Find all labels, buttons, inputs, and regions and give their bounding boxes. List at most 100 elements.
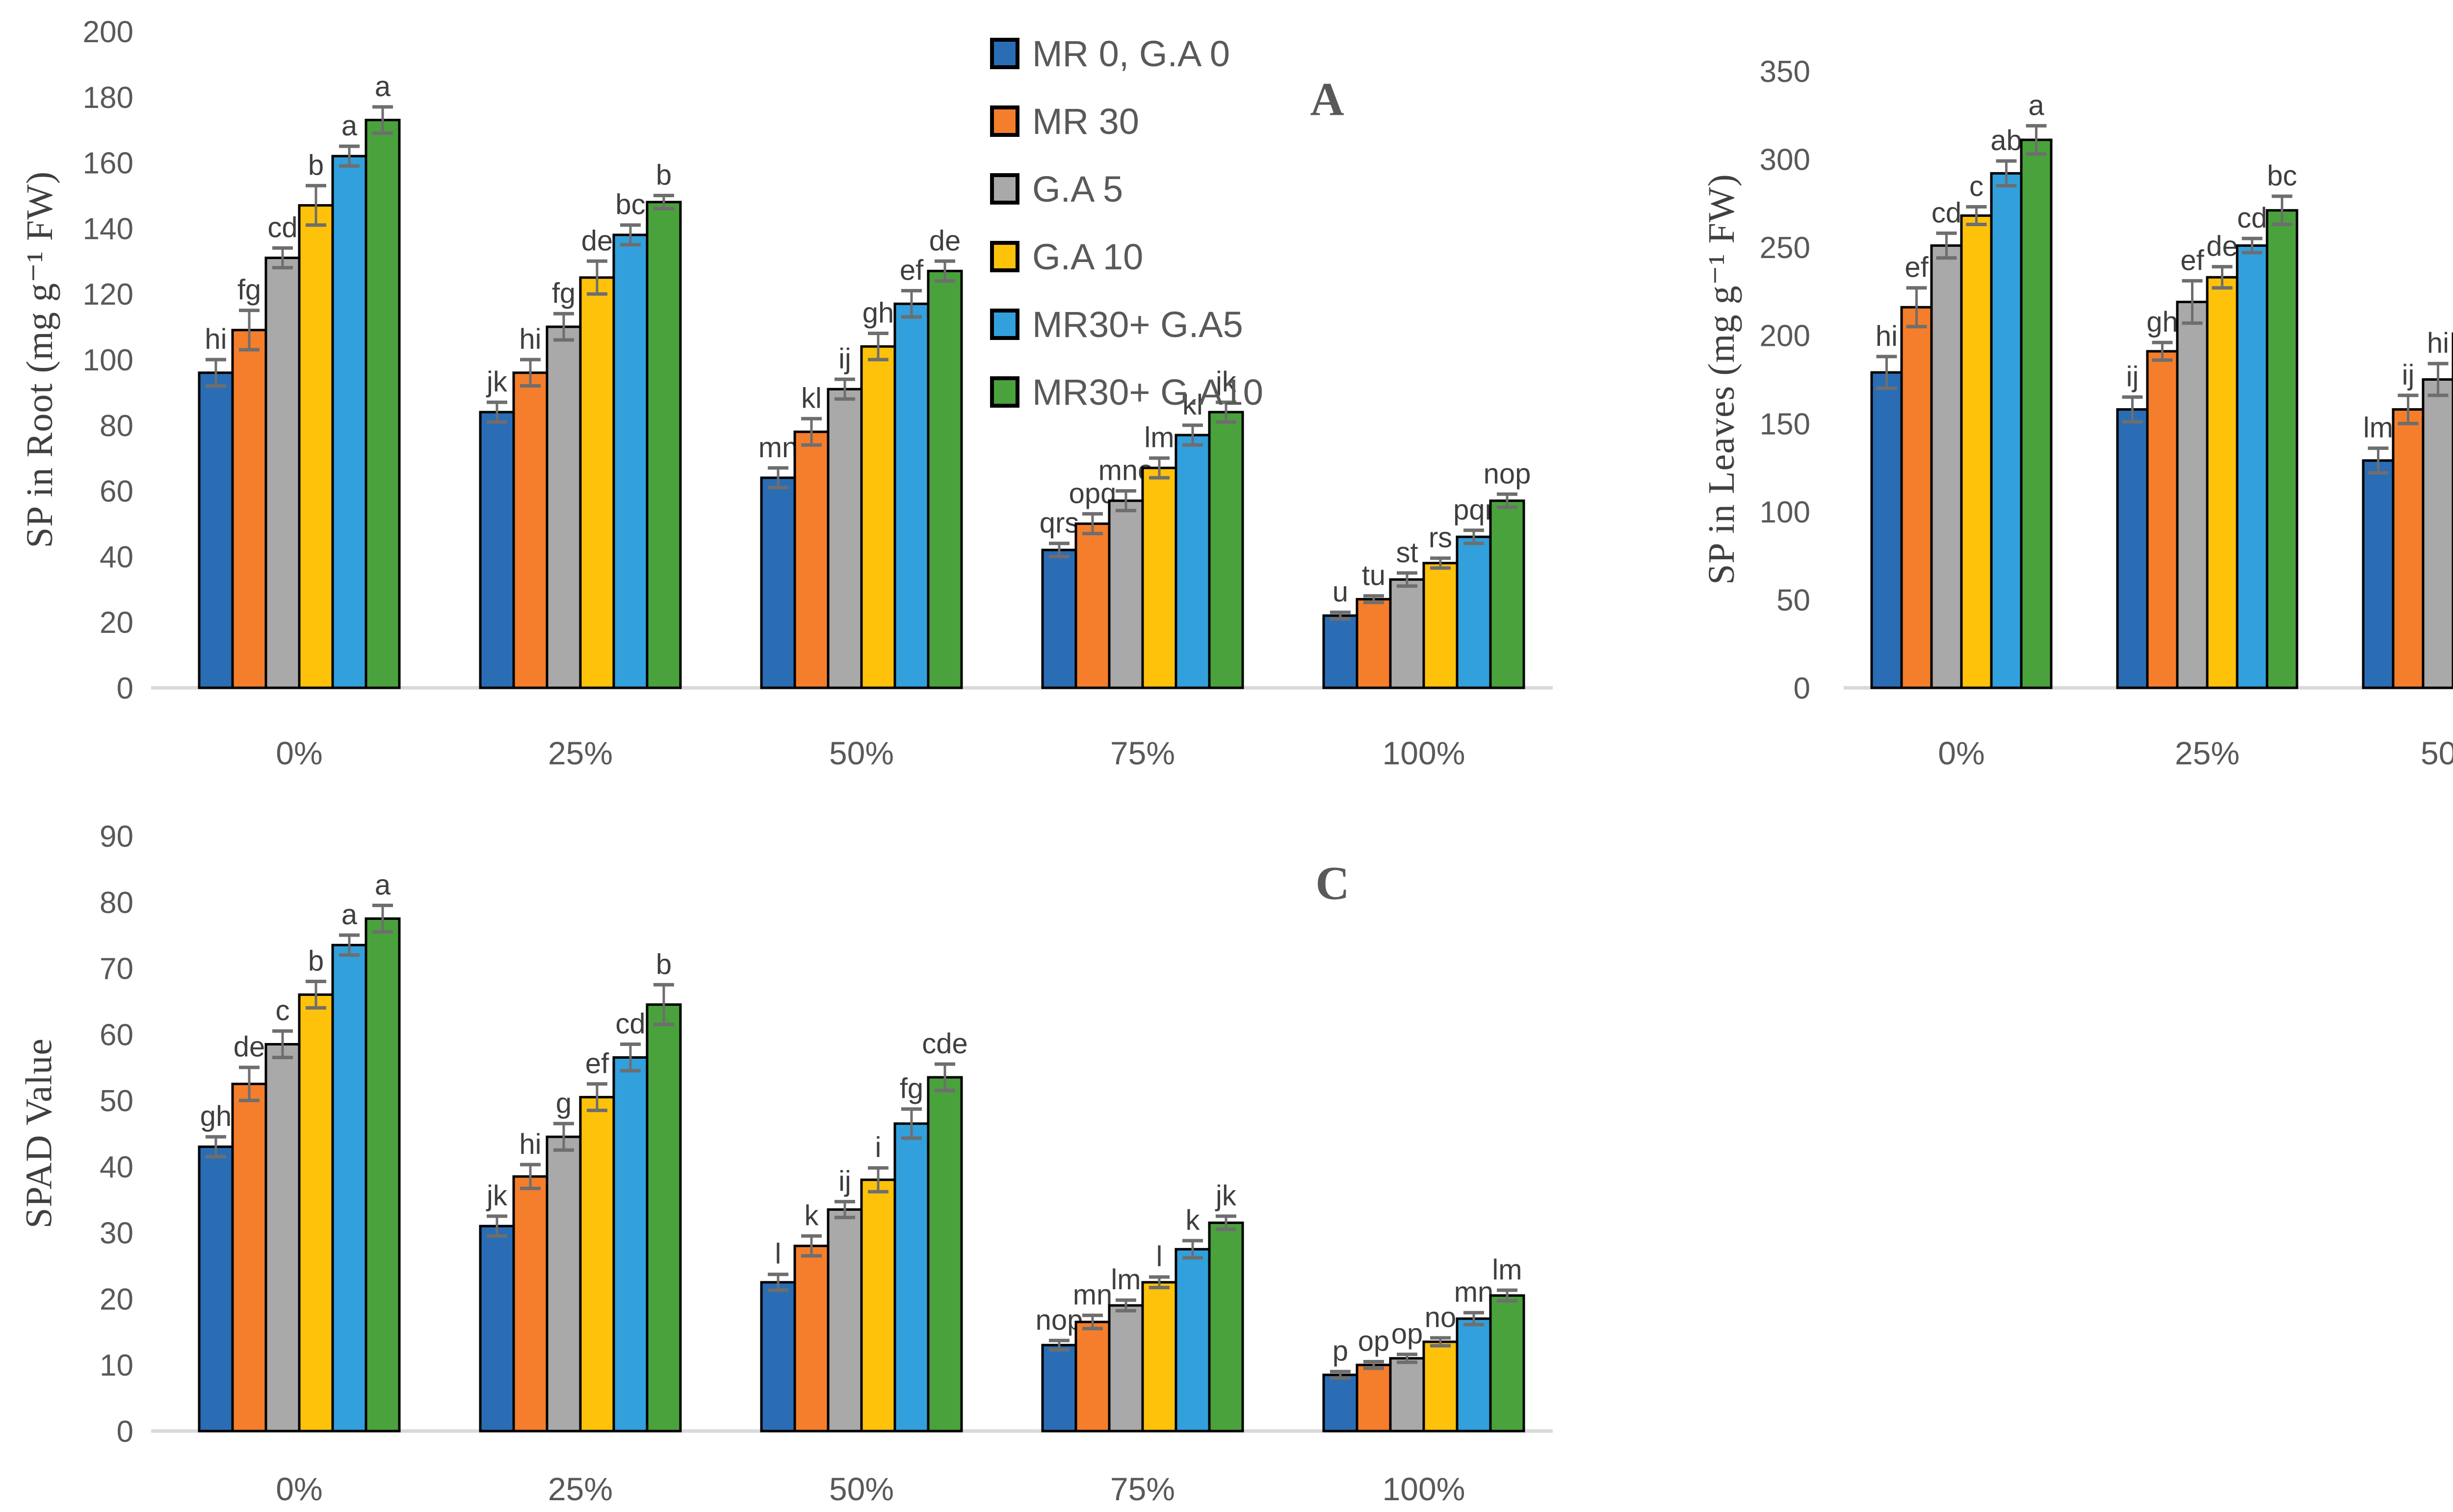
bar <box>2392 408 2425 689</box>
legend-item-4: G.A 10 <box>990 223 1263 290</box>
y-tick-label: 80 <box>100 886 133 920</box>
bar <box>760 1281 796 1433</box>
bar <box>331 155 367 689</box>
bar <box>2116 408 2149 689</box>
panel-a-y-axis-title: SP in Root (mg g⁻¹ FW) <box>19 171 60 548</box>
bar <box>1108 1304 1144 1433</box>
significance-letter: lm <box>1144 422 1174 454</box>
significance-letter: jk <box>1215 1180 1237 1212</box>
y-tick-label: 140 <box>83 212 133 246</box>
y-tick-label: 20 <box>100 1282 133 1316</box>
legend-item-label: G.A 10 <box>1032 236 1144 277</box>
y-tick-label: 10 <box>100 1349 133 1382</box>
bar <box>927 269 963 689</box>
bar <box>1041 1344 1077 1433</box>
y-tick-label: 60 <box>100 475 133 509</box>
bar <box>512 1175 548 1433</box>
bar <box>793 1245 830 1433</box>
significance-letter: op <box>1358 1325 1390 1357</box>
significance-letter: hi <box>1876 320 1898 352</box>
legend: MR 0, G.A 0 MR 30 G.A 5 G.A 10 MR30+ G.A5 MR3… <box>990 20 1263 426</box>
significance-letter: ij <box>838 1165 851 1197</box>
panel-letter-a: A <box>1310 73 1344 126</box>
significance-letter: hi <box>2427 327 2449 359</box>
significance-letter: cd <box>615 1008 645 1040</box>
y-tick-label: 0 <box>117 672 133 705</box>
significance-letter: de <box>581 225 613 257</box>
bar <box>512 371 548 689</box>
significance-letter: cd <box>1931 197 1961 229</box>
bar <box>298 204 334 689</box>
significance-letter: de <box>2206 231 2238 262</box>
significance-letter: jk <box>486 1180 508 1212</box>
y-tick-label: 40 <box>100 540 133 574</box>
significance-letter: a <box>341 110 358 142</box>
significance-letter: b <box>656 159 672 191</box>
significance-letter: ef <box>1905 252 1929 284</box>
bar <box>1456 535 1492 689</box>
bar <box>479 1225 515 1433</box>
y-tick-label: 350 <box>1760 55 1810 89</box>
bar <box>1900 306 1933 689</box>
significance-letter: cd <box>267 212 297 244</box>
bar <box>2206 276 2239 689</box>
legend-item-label: G.A 5 <box>1032 168 1123 209</box>
y-tick-label: 0 <box>1794 672 1810 705</box>
y-tick-label: 150 <box>1760 407 1810 441</box>
significance-letter: lm <box>2363 412 2393 444</box>
significance-letter: p <box>1332 1335 1348 1367</box>
bar <box>1208 411 1244 689</box>
category-label: 50% <box>2421 735 2453 771</box>
significance-letter: de <box>929 225 961 257</box>
bar <box>2236 244 2269 689</box>
significance-letter: jk <box>1215 366 1237 398</box>
significance-letter: de <box>234 1031 265 1063</box>
y-tick-label: 50 <box>1776 583 1810 617</box>
bar <box>1074 1321 1111 1433</box>
significance-letter: gh <box>2146 306 2178 338</box>
bar <box>2266 209 2298 689</box>
y-tick-label: 180 <box>83 81 133 115</box>
bar <box>479 411 515 689</box>
bar <box>1322 614 1358 689</box>
significance-letter: bc <box>2267 160 2297 192</box>
bar <box>365 917 401 1433</box>
bar <box>231 1082 267 1433</box>
legend-swatch-icon <box>990 309 1019 340</box>
category-label: 25% <box>2175 735 2240 771</box>
y-tick-label: 120 <box>83 278 133 312</box>
bar <box>298 993 334 1433</box>
bar <box>827 388 863 689</box>
bar <box>1041 548 1077 689</box>
significance-letter: ij <box>838 343 851 375</box>
significance-letter: jk <box>486 366 508 398</box>
significance-letter: a <box>375 71 391 103</box>
y-tick-label: 250 <box>1760 231 1810 265</box>
significance-letter: ef <box>900 255 924 287</box>
significance-letter: cde <box>922 1028 968 1060</box>
significance-letter: l <box>775 1238 782 1270</box>
category-label: 50% <box>829 1471 894 1507</box>
panel-c-y-axis-title: SPAD Value <box>18 1038 60 1228</box>
category-label: 0% <box>276 1471 322 1507</box>
bar <box>579 1095 615 1433</box>
significance-letter: fg <box>237 274 261 306</box>
bar <box>1960 214 1993 689</box>
significance-letter: a <box>341 899 358 931</box>
significance-letter: ef <box>585 1047 609 1079</box>
significance-letter: b <box>308 149 324 181</box>
significance-letter: i <box>875 1132 882 1164</box>
y-tick-label: 200 <box>1760 319 1810 353</box>
bar <box>2422 378 2453 689</box>
significance-letter: lm <box>1111 1264 1141 1296</box>
bar <box>1208 1221 1244 1433</box>
bar <box>893 1122 930 1433</box>
bar <box>1389 1357 1425 1433</box>
bar <box>1870 371 1903 689</box>
significance-letter: pqr <box>1453 494 1494 526</box>
category-label: 100% <box>1383 1471 1465 1507</box>
bar <box>646 1003 682 1433</box>
significance-letter: op <box>1391 1318 1423 1350</box>
legend-item-1: MR 0, G.A 0 <box>990 20 1263 87</box>
significance-letter: c <box>1969 171 1983 203</box>
